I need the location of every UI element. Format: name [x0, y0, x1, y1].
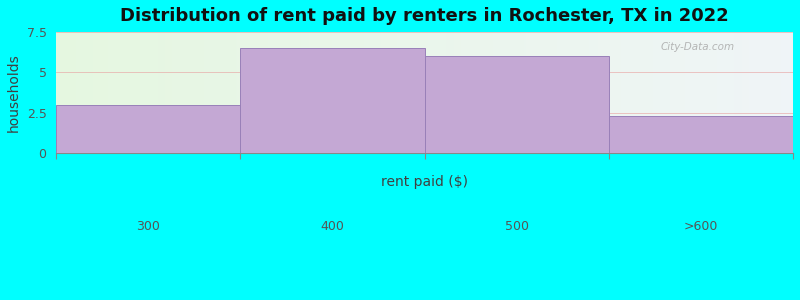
Bar: [241, 48, 425, 153]
Text: 300: 300: [136, 220, 160, 232]
X-axis label: rent paid ($): rent paid ($): [381, 175, 468, 188]
Bar: [609, 116, 793, 153]
Bar: [425, 56, 609, 153]
Text: City-Data.com: City-Data.com: [661, 42, 734, 52]
Text: 400: 400: [321, 220, 345, 232]
Bar: [56, 105, 241, 153]
Text: >600: >600: [684, 220, 718, 232]
Text: 500: 500: [505, 220, 529, 232]
Y-axis label: households: households: [7, 53, 21, 132]
Title: Distribution of rent paid by renters in Rochester, TX in 2022: Distribution of rent paid by renters in …: [120, 7, 729, 25]
